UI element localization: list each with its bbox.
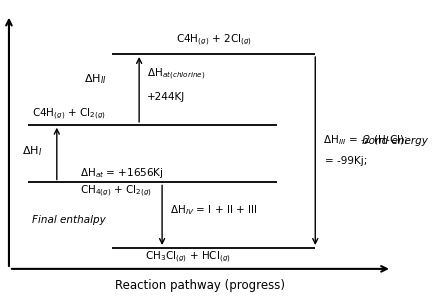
Text: $\Delta$H$_{IV}$ = I + II + III: $\Delta$H$_{IV}$ = I + II + III bbox=[170, 203, 257, 217]
Text: $\Delta$H$_{I}$: $\Delta$H$_{I}$ bbox=[23, 144, 42, 158]
Text: $\Delta$H$_{II}$: $\Delta$H$_{II}$ bbox=[84, 72, 106, 86]
Text: CH$_{3}$Cl$_{(g)}$ + HCl$_{(g)}$: CH$_{3}$Cl$_{(g)}$ + HCl$_{(g)}$ bbox=[145, 249, 231, 265]
Text: = -99Kj;: = -99Kj; bbox=[325, 156, 367, 167]
Text: Final enthalpy: Final enthalpy bbox=[32, 215, 106, 225]
Text: C4H$_{(g)}$ + Cl$_{2(g)}$: C4H$_{(g)}$ + Cl$_{2(g)}$ bbox=[32, 106, 106, 122]
Text: bond energy: bond energy bbox=[323, 136, 428, 145]
Text: Reaction pathway (progress): Reaction pathway (progress) bbox=[115, 279, 286, 292]
Text: C4H$_{(g)}$ + 2Cl$_{(g)}$: C4H$_{(g)}$ + 2Cl$_{(g)}$ bbox=[176, 33, 252, 48]
Text: $\Delta$H$_{III}$ = -2 (H-Cl);: $\Delta$H$_{III}$ = -2 (H-Cl); bbox=[323, 134, 409, 147]
Text: $\Delta$H$_{at}$ = +1656Kj: $\Delta$H$_{at}$ = +1656Kj bbox=[80, 166, 164, 180]
Text: CH$_{4(g)}$ + Cl$_{2(g)}$: CH$_{4(g)}$ + Cl$_{2(g)}$ bbox=[80, 184, 152, 199]
Text: +244KJ: +244KJ bbox=[147, 92, 185, 102]
Text: $\Delta$H$_{at (chlorine)}$: $\Delta$H$_{at (chlorine)}$ bbox=[147, 66, 205, 82]
